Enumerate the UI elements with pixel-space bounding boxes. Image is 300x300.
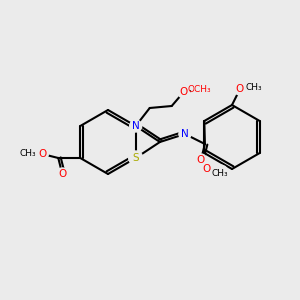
Text: O: O [58, 169, 66, 179]
Text: N: N [181, 129, 189, 139]
Circle shape [246, 79, 262, 95]
Circle shape [179, 128, 191, 140]
Circle shape [178, 86, 190, 98]
Text: OCH₃: OCH₃ [188, 85, 212, 94]
Text: CH₃: CH₃ [20, 149, 37, 158]
Circle shape [234, 83, 246, 95]
Circle shape [56, 168, 68, 180]
Circle shape [195, 154, 207, 166]
Circle shape [192, 82, 208, 98]
Circle shape [200, 163, 212, 175]
Text: CH₃: CH₃ [212, 169, 229, 178]
Text: S: S [132, 153, 139, 163]
Circle shape [130, 120, 142, 132]
Text: O: O [180, 87, 188, 97]
Circle shape [129, 151, 143, 165]
Text: N: N [132, 121, 140, 131]
Circle shape [20, 146, 36, 162]
Text: O: O [236, 84, 244, 94]
Text: O: O [202, 164, 210, 174]
Circle shape [36, 148, 48, 160]
Text: O: O [38, 149, 46, 159]
Text: CH₃: CH₃ [246, 82, 262, 91]
Circle shape [212, 165, 228, 181]
Text: O: O [197, 155, 205, 165]
